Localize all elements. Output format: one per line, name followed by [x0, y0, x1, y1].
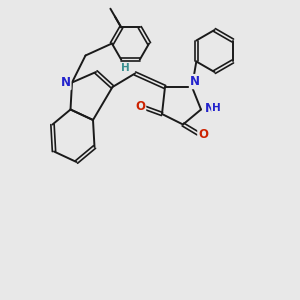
Text: H: H — [121, 63, 130, 73]
Text: O: O — [198, 128, 208, 142]
Text: N: N — [60, 76, 70, 89]
Text: N: N — [204, 101, 214, 115]
Text: N: N — [190, 75, 200, 88]
Text: O: O — [135, 100, 145, 113]
Text: H: H — [212, 103, 221, 113]
